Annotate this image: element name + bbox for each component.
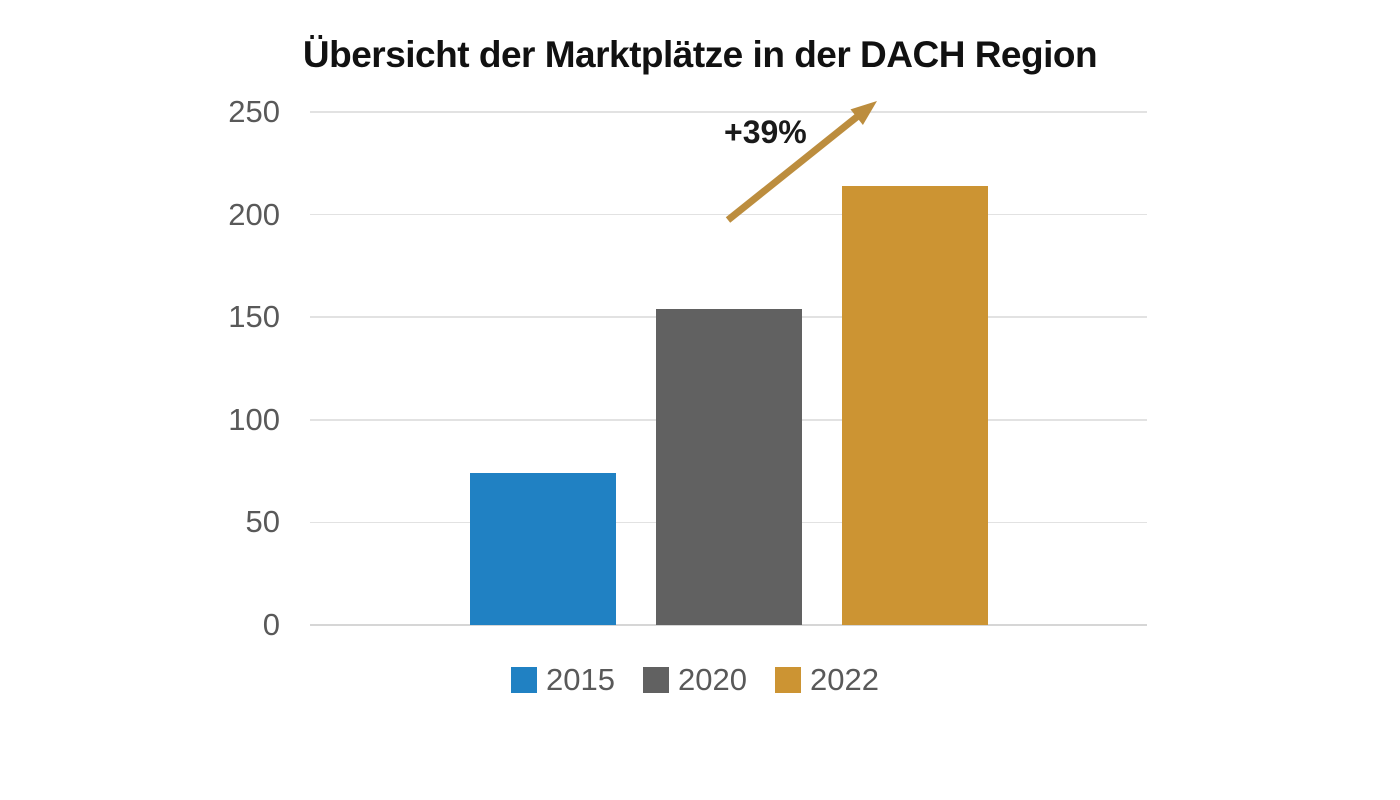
legend-label: 2020: [678, 662, 747, 697]
gridline-250: [310, 111, 1147, 113]
legend-swatch-icon: [511, 667, 538, 693]
legend-item-2022: 2022: [774, 661, 879, 699]
bar-2022: [842, 185, 988, 625]
y-axis-tick-label: 250: [228, 94, 280, 129]
legend-swatch-icon: [643, 667, 670, 693]
plot-area: 0 50 100 150 200 250: [228, 94, 1147, 642]
y-axis-tick-label: 200: [228, 196, 280, 232]
legend-item-2015: 2015: [511, 661, 615, 699]
gridline-200: [310, 213, 1147, 216]
legend-item-2020: 2020: [643, 661, 747, 699]
legend: 2015 2020 2022: [0, 661, 1390, 699]
gridline-0: [310, 624, 1147, 627]
chart-title: Übersicht der Marktplätze in der DACH Re…: [302, 34, 1098, 75]
bar-2020: [656, 309, 802, 625]
y-axis-tick-label: 50: [245, 504, 280, 540]
legend-label: 2022: [809, 662, 879, 697]
legend-label: 2015: [546, 662, 616, 697]
growth-annotation: +39%: [724, 114, 807, 150]
y-axis-tick-label: 100: [228, 401, 280, 437]
y-axis-tick-label: 0: [262, 607, 280, 642]
y-axis-tick-label: 150: [228, 299, 280, 335]
bar-2015: [470, 473, 616, 625]
legend-swatch-icon: [774, 667, 801, 693]
